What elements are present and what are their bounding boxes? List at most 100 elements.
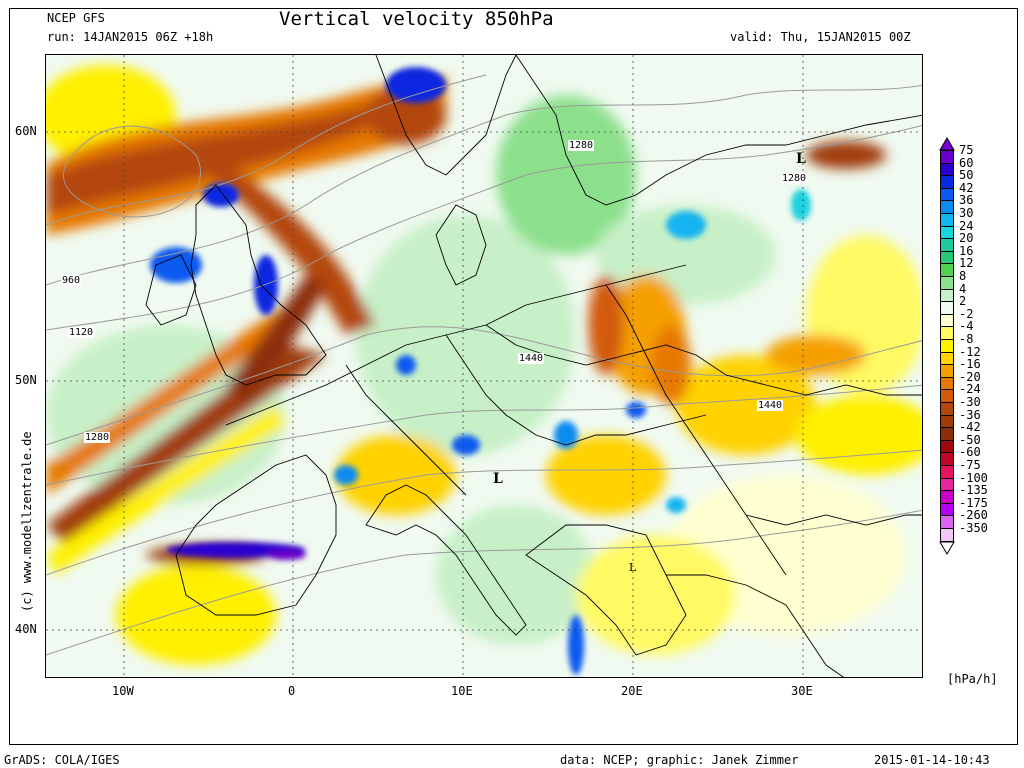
legend-swatch [940, 515, 954, 528]
legend-label: 16 [959, 243, 974, 258]
legend-label: 8 [959, 269, 967, 283]
legend-swatch [940, 162, 954, 176]
legend-label: -20 [959, 369, 981, 384]
legend-swatch [940, 376, 954, 390]
contour-label: 1280 [781, 173, 808, 184]
legend-tick [940, 402, 954, 403]
legend-swatch [940, 477, 954, 491]
legend-label: -100 [959, 470, 988, 485]
legend-tick [940, 187, 954, 189]
legend-label: -60 [959, 445, 981, 460]
copyright-text: (c) www.modellzentrale.de [20, 431, 34, 612]
contour-label: 1280 [568, 140, 595, 151]
legend-swatch [940, 326, 954, 339]
legend-tick [940, 439, 954, 441]
legend-label: 30 [959, 206, 974, 220]
legend-tick [940, 502, 954, 504]
legend-swatch [940, 402, 954, 415]
legend-label: 12 [959, 256, 974, 271]
lat-label-60n: 60N [15, 124, 37, 138]
legend-tick [940, 326, 954, 328]
low-marker: L [493, 471, 503, 487]
legend-label: 24 [959, 218, 974, 233]
legend-swatch [940, 351, 954, 365]
legend-swatch [940, 502, 954, 516]
legend-swatch [940, 301, 954, 314]
legend-label: 20 [959, 231, 974, 246]
legend-tick [940, 263, 954, 265]
graphic-credit: data: NCEP; graphic: Janek Zimmer [560, 753, 799, 767]
legend-label: -4 [959, 319, 974, 334]
run-info: run: 14JAN2015 06Z +18h [47, 30, 214, 44]
legend-tick [940, 288, 954, 290]
geopotential-contours [46, 74, 922, 656]
contour-label: 1440 [757, 400, 784, 411]
legend-swatch [940, 175, 954, 188]
legend-swatch [940, 389, 954, 402]
legend-label: -135 [959, 483, 988, 498]
contour-label: 1120 [68, 327, 95, 338]
legend-label: -350 [959, 521, 988, 535]
lon-label-0: 0 [288, 684, 296, 698]
legend-swatch [940, 465, 954, 478]
legend-swatch [940, 276, 954, 289]
legend-label: 42 [959, 180, 974, 195]
timestamp: 2015-01-14-10:43 [874, 753, 990, 767]
legend-tick [940, 162, 954, 164]
graticule [46, 55, 922, 677]
low-marker: L [629, 561, 637, 574]
legend-tick [940, 339, 954, 340]
map-panel: 960 1120 1280 1280 1280 1440 1440 L L L [45, 54, 923, 678]
legend-label: -30 [959, 395, 981, 409]
legend-tick [940, 528, 954, 529]
legend-tick [940, 414, 954, 416]
legend-swatch [940, 238, 954, 251]
model-name: NCEP GFS [47, 11, 105, 25]
legend-label: -50 [959, 432, 981, 447]
legend-tick [940, 452, 954, 454]
legend-label: -16 [959, 357, 981, 372]
legend-tick [940, 313, 954, 315]
legend-unit: [hPa/h] [947, 672, 998, 686]
legend-swatch [940, 288, 954, 302]
chart-title: Vertical velocity 850hPa [279, 8, 554, 30]
legend-tick [940, 389, 954, 391]
legend-top-arrow [939, 137, 955, 151]
legend-tick [940, 301, 954, 303]
legend-label: -2 [959, 306, 974, 321]
legend-swatch [940, 150, 954, 163]
legend-swatch [940, 263, 954, 276]
legend-swatch [940, 364, 954, 377]
low-marker: L [796, 151, 806, 167]
legend-tick [940, 490, 954, 492]
ascent-cores [150, 67, 811, 675]
lat-label-50n: 50N [15, 373, 37, 387]
legend-swatch [940, 313, 954, 327]
grads-credit: GrADS: COLA/IGES [4, 753, 120, 767]
legend-swatch [940, 427, 954, 440]
legend-swatch [940, 452, 954, 465]
lat-label-40n: 40N [15, 622, 37, 636]
legend-label: -260 [959, 508, 988, 523]
legend-swatch [940, 213, 954, 226]
legend-swatch [940, 414, 954, 428]
plot-frame [9, 8, 1018, 745]
legend-swatch [940, 339, 954, 352]
legend-tick [940, 427, 954, 429]
legend-label: 60 [959, 155, 974, 170]
lon-label-10e: 10E [451, 684, 473, 698]
coastlines [145, 55, 922, 677]
legend-tick [940, 238, 954, 240]
legend-tick [940, 515, 954, 517]
legend-label: -36 [959, 407, 981, 422]
lon-label-30e: 30E [791, 684, 813, 698]
legend-label: 75 [959, 143, 974, 157]
contour-label: 1440 [518, 353, 545, 364]
lon-label-10w: 10W [112, 684, 134, 698]
contour-label: 1280 [84, 432, 111, 443]
legend-tick [940, 200, 954, 202]
valid-time: valid: Thu, 15JAN2015 00Z [730, 30, 911, 44]
legend-swatch [940, 200, 954, 213]
vertical-velocity-map [46, 55, 922, 677]
velocity-field [46, 65, 922, 665]
